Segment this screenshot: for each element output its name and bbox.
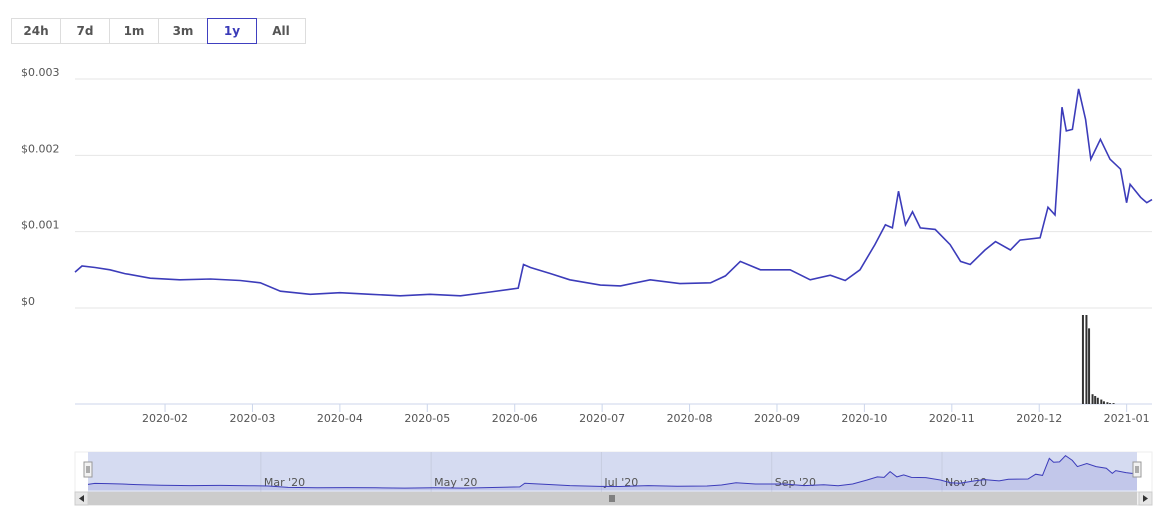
navigator-selection[interactable] xyxy=(88,452,1137,492)
volume-bar xyxy=(1100,399,1103,404)
y-tick-label: $0.002 xyxy=(21,142,60,155)
x-tick-label: 2020-05 xyxy=(404,412,450,425)
x-tick-label: 2020-03 xyxy=(229,412,275,425)
range-button[interactable]: 1m xyxy=(109,18,159,44)
price-line xyxy=(74,88,1153,297)
x-tick-label: 2020-12 xyxy=(1016,412,1062,425)
range-button[interactable]: 1y xyxy=(207,18,257,44)
x-tick-label: 2020-10 xyxy=(841,412,887,425)
x-tick-label: 2020-09 xyxy=(754,412,800,425)
volume-bar xyxy=(1091,394,1094,404)
volume-bar xyxy=(1106,402,1109,404)
y-tick-label: $0 xyxy=(21,295,35,308)
arrow-right xyxy=(1143,495,1148,502)
navigator-tick-label: Mar '20 xyxy=(264,476,305,489)
volume-bar xyxy=(1088,328,1091,404)
navigator-handle[interactable] xyxy=(1132,461,1142,478)
handle-grip xyxy=(86,466,90,473)
y-tick-label: $0.001 xyxy=(21,219,60,232)
x-tick-label: 2020-11 xyxy=(929,412,975,425)
navigator-handle[interactable] xyxy=(83,461,93,478)
range-buttons: 24h 7d 1m 3m 1y All xyxy=(11,18,306,44)
range-button[interactable]: 7d xyxy=(60,18,110,44)
volume-bar xyxy=(1085,315,1088,404)
volume-bar xyxy=(1096,397,1099,404)
x-tick-label: 2020-06 xyxy=(492,412,538,425)
volume-bar xyxy=(1094,395,1097,404)
x-tick-label: 2020-07 xyxy=(579,412,625,425)
range-button[interactable]: 24h xyxy=(11,18,61,44)
y-tick-label: $0.003 xyxy=(21,66,60,79)
arrow-left xyxy=(79,495,84,502)
navigator-tick-label: May '20 xyxy=(434,476,477,489)
volume-bar xyxy=(1112,403,1115,404)
handle-grip xyxy=(1135,466,1139,473)
x-tick-label: 2021-01 xyxy=(1104,412,1150,425)
x-tick-label: 2020-02 xyxy=(142,412,188,425)
volume-bar xyxy=(1081,315,1084,404)
navigator-line xyxy=(87,454,1138,489)
x-tick-label: 2020-08 xyxy=(667,412,713,425)
volume-bar xyxy=(1102,401,1105,404)
scroll-grip xyxy=(609,495,615,502)
x-tick-label: 2020-04 xyxy=(317,412,363,425)
volume-bar xyxy=(1109,403,1112,404)
navigator-area xyxy=(88,455,1137,490)
range-button[interactable]: All xyxy=(256,18,306,44)
